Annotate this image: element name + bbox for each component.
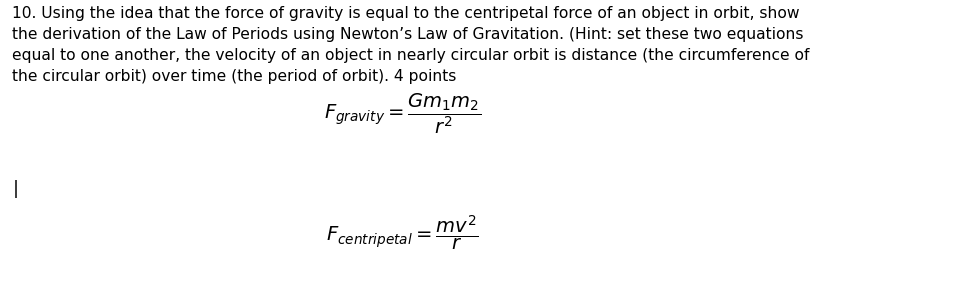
- Text: $F_{centripetal} = \dfrac{mv^2}{r}$: $F_{centripetal} = \dfrac{mv^2}{r}$: [327, 213, 478, 252]
- Text: $F_{gravity} = \dfrac{Gm_1m_2}{r^2}$: $F_{gravity} = \dfrac{Gm_1m_2}{r^2}$: [324, 91, 481, 136]
- Text: 10. Using the idea that the force of gravity is equal to the centripetal force o: 10. Using the idea that the force of gra…: [12, 6, 810, 84]
- Text: |: |: [12, 180, 18, 198]
